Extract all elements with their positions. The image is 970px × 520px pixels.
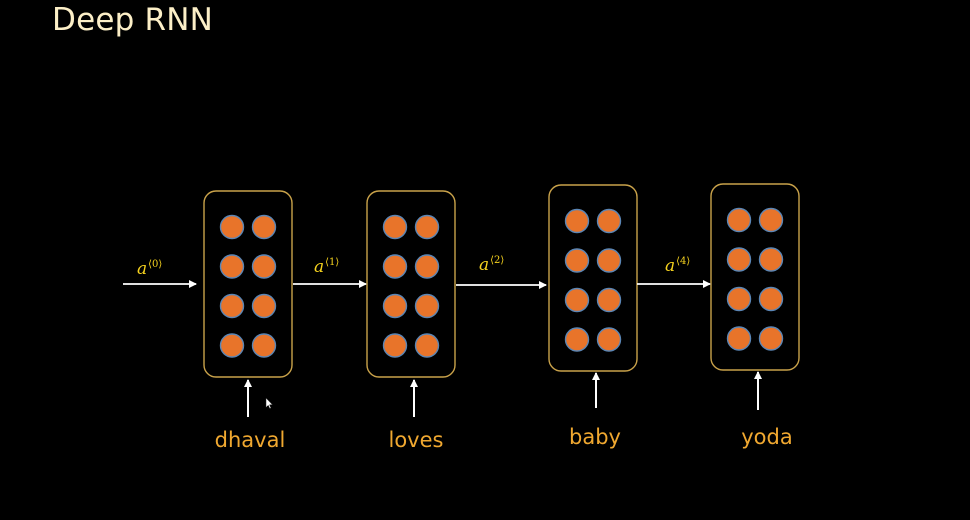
neuron-node (416, 295, 439, 318)
neuron-node (598, 249, 621, 272)
neuron-node (566, 289, 589, 312)
input-word-label: baby (569, 425, 621, 449)
neuron-node (760, 209, 783, 232)
input-word-label: dhaval (215, 428, 286, 452)
neuron-node (384, 255, 407, 278)
neuron-node (416, 216, 439, 239)
neuron-node (416, 334, 439, 357)
neuron-node (566, 210, 589, 233)
hidden-state-label: a⟨1⟩ (314, 257, 339, 277)
neuron-node (253, 216, 276, 239)
neuron-node (760, 327, 783, 350)
neuron-node (253, 255, 276, 278)
hidden-state-label: a⟨4⟩ (665, 256, 690, 276)
rnn-cell-1 (204, 191, 292, 377)
rnn-cell-4 (711, 184, 799, 370)
mouse-cursor-icon (266, 398, 273, 409)
input-word-label: loves (389, 428, 444, 452)
neuron-node (221, 216, 244, 239)
neuron-node (598, 289, 621, 312)
neuron-node (760, 248, 783, 271)
hidden-state-label: a⟨2⟩ (479, 255, 504, 275)
neuron-node (253, 334, 276, 357)
neuron-node (728, 327, 751, 350)
neuron-node (221, 255, 244, 278)
rnn-cell-3 (549, 185, 637, 371)
input-word-label: yoda (741, 425, 792, 449)
rnn-cell-2 (367, 191, 455, 377)
neuron-node (566, 328, 589, 351)
neuron-node (221, 334, 244, 357)
neuron-node (384, 334, 407, 357)
neuron-node (760, 288, 783, 311)
neuron-node (416, 255, 439, 278)
neuron-node (566, 249, 589, 272)
neuron-node (221, 295, 244, 318)
neuron-node (253, 295, 276, 318)
neuron-node (728, 248, 751, 271)
hidden-state-label: a⟨0⟩ (137, 259, 162, 279)
neuron-node (598, 328, 621, 351)
neuron-node (384, 295, 407, 318)
neuron-node (384, 216, 407, 239)
neuron-node (728, 288, 751, 311)
neuron-node (598, 210, 621, 233)
neuron-node (728, 209, 751, 232)
